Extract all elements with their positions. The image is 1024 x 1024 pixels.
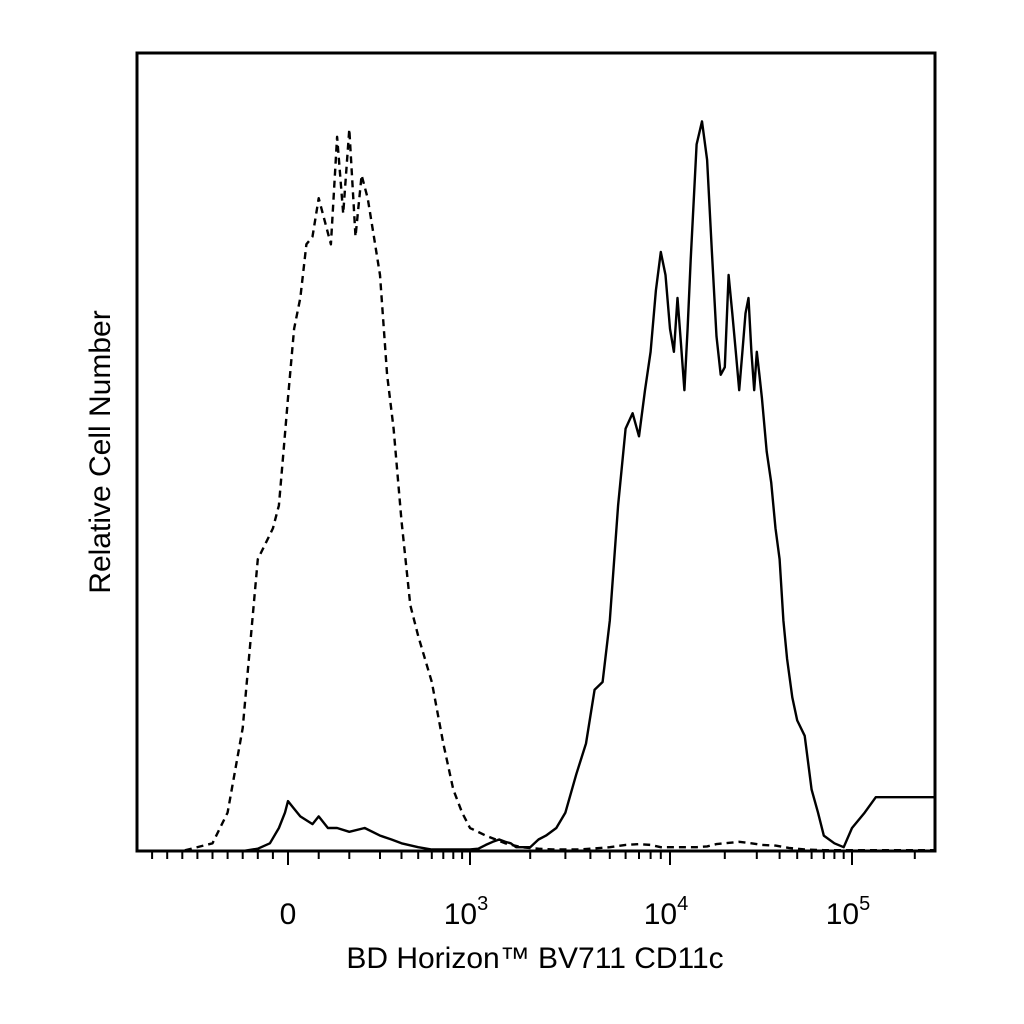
x-minor-ticks	[151, 851, 916, 865]
series-lines	[137, 120, 935, 853]
series-line-solid	[137, 120, 935, 853]
x-tick-label: 0	[280, 898, 297, 931]
x-tick-label: 104	[644, 893, 689, 931]
x-tick-label: 103	[444, 893, 489, 931]
x-tick-labels: 0 103 104 105	[280, 893, 871, 931]
y-axis-title: Relative Cell Number	[84, 310, 117, 593]
plot-frame	[135, 51, 937, 853]
series-line-dashed	[137, 127, 935, 853]
x-tick-label: 105	[826, 893, 871, 931]
x-axis-title: BD Horizon™ BV711 CD11c	[346, 942, 723, 975]
